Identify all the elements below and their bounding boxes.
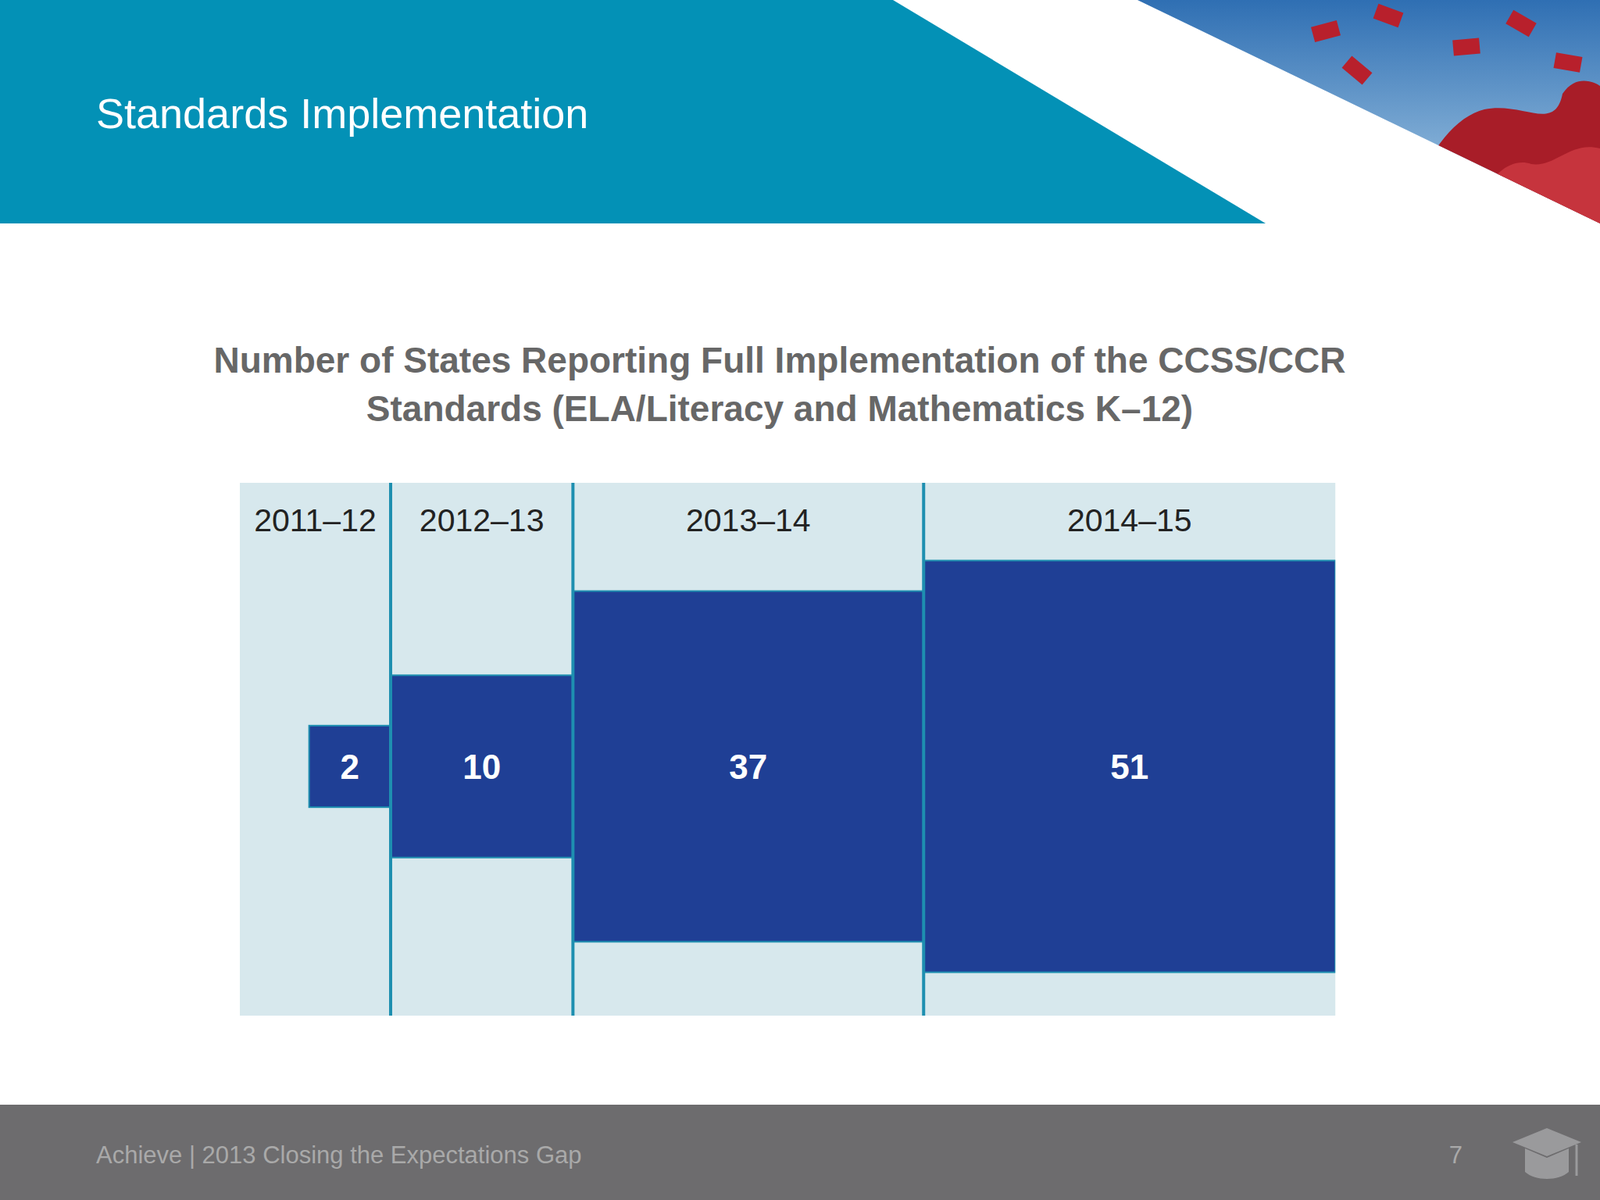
- square: [390, 675, 573, 858]
- data-label: 37: [728, 747, 768, 786]
- chart-title-line: Standards (ELA/Literacy and Mathematics …: [366, 388, 1193, 429]
- dividers: [390, 482, 924, 1016]
- photo-cap: [1373, 3, 1404, 28]
- marks: [309, 560, 1336, 973]
- footer-icon: [1512, 1128, 1582, 1179]
- plot-background: [239, 482, 1336, 1016]
- data-labels: 2 10 37 51: [340, 747, 1150, 786]
- photo-cap: [1553, 52, 1583, 73]
- category-label: 2013–14: [685, 502, 811, 539]
- icon-tassel: [1575, 1144, 1579, 1176]
- photo-gown-2: [1468, 146, 1600, 224]
- photo-gowns: [1406, 80, 1600, 224]
- photo-cap: [1310, 20, 1341, 43]
- category-label: 2014–15: [1067, 502, 1193, 539]
- chart-title: Number of States Reporting Full Implemen…: [213, 339, 1346, 429]
- footer-band: [0, 1104, 1600, 1200]
- footer-text: Achieve | 2013 Closing the Expectations …: [96, 1141, 583, 1169]
- column-divider: [389, 482, 393, 1016]
- chart-title-line: Number of States Reporting Full Implemen…: [213, 339, 1346, 381]
- column-divider: [921, 482, 925, 1016]
- category-labels: 2011–12 2012–13 2013–14 2014–15: [253, 502, 1192, 539]
- square: [923, 560, 1336, 973]
- column-divider: [571, 482, 575, 1016]
- icon-cap-base: [1525, 1148, 1569, 1179]
- data-label: 2: [340, 747, 360, 786]
- photo-cap: [1452, 38, 1481, 57]
- category-label: 2012–13: [419, 502, 545, 539]
- square: [572, 591, 924, 943]
- square: [309, 725, 391, 808]
- photo-cap: [1505, 10, 1536, 37]
- photo-sky: [1137, 0, 1600, 224]
- slide-title: Standards Implementation: [96, 89, 589, 137]
- header-band: [0, 0, 1266, 224]
- data-label: 51: [1110, 747, 1149, 786]
- page-number: 7: [1449, 1141, 1463, 1169]
- header-photo: [1137, 0, 1600, 224]
- category-label: 2011–12: [253, 502, 377, 539]
- data-label: 10: [462, 747, 501, 786]
- icon-cap-top: [1512, 1128, 1582, 1157]
- photo-cap: [1342, 55, 1373, 85]
